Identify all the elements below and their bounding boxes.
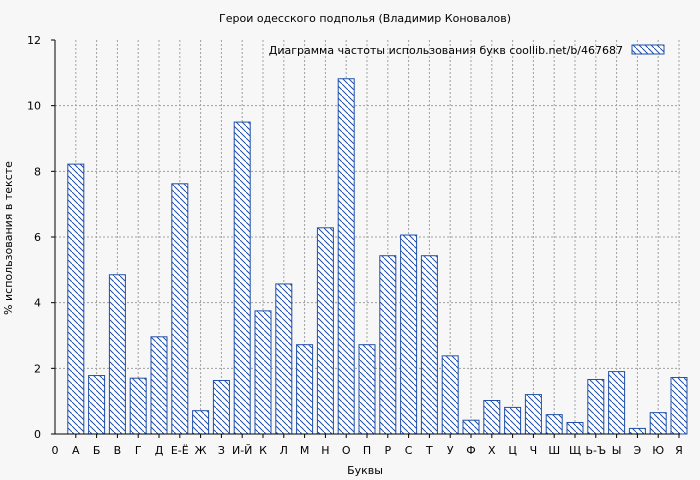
bar-Н bbox=[316, 227, 334, 435]
x-tick-label: Ц bbox=[508, 444, 517, 457]
x-tick-label: Г bbox=[135, 444, 142, 457]
bar-Х bbox=[483, 400, 501, 435]
x-tick-label: Н bbox=[321, 444, 329, 457]
bar-Ш bbox=[545, 414, 563, 435]
y-axis-label: % использования в тексте bbox=[2, 161, 15, 315]
chart-title: Герои одесского подполья (Владимир Конов… bbox=[219, 12, 511, 25]
bar-П bbox=[358, 344, 376, 435]
legend-swatch bbox=[631, 44, 665, 55]
x-tick-label: Щ bbox=[569, 444, 581, 457]
x-tick-label: З bbox=[218, 444, 225, 457]
bar-Ч bbox=[524, 394, 542, 435]
bar-И-Й bbox=[233, 121, 251, 435]
legend: Диаграмма частоты использования букв coo… bbox=[269, 44, 665, 57]
y-tick-label: 4 bbox=[34, 297, 41, 310]
x-tick-label: С bbox=[405, 444, 413, 457]
bar-Г bbox=[129, 377, 147, 435]
x-tick-label: П bbox=[363, 444, 371, 457]
bar-С bbox=[400, 234, 418, 435]
y-tick-label: 0 bbox=[34, 428, 41, 441]
y-tick-label: 2 bbox=[34, 362, 41, 375]
bar-З bbox=[212, 379, 230, 435]
bar-У bbox=[441, 355, 459, 435]
bar-М bbox=[296, 344, 314, 435]
x-tick-label: Б bbox=[93, 444, 101, 457]
x-tick-label: Ч bbox=[530, 444, 538, 457]
y-tick-label: 12 bbox=[27, 34, 41, 47]
x-axis-label: Буквы bbox=[347, 464, 383, 477]
y-tick-label: 8 bbox=[34, 165, 41, 178]
y-tick-label: 6 bbox=[34, 231, 41, 244]
bar-Э bbox=[628, 427, 646, 435]
x-tick-label: У bbox=[447, 444, 454, 457]
bar-В bbox=[108, 274, 126, 435]
bar-Ж bbox=[192, 410, 210, 435]
x-tick-label: Ы bbox=[612, 444, 622, 457]
x-tick-label: Л bbox=[280, 444, 288, 457]
x-tick-label: Т bbox=[425, 444, 433, 457]
bar-Ь-Ъ bbox=[587, 378, 605, 435]
x-tick-label: В bbox=[114, 444, 122, 457]
x-tick-label: К bbox=[259, 444, 267, 457]
x-tick-label: Х bbox=[488, 444, 496, 457]
bar-Я bbox=[670, 377, 688, 435]
bar-Р bbox=[379, 255, 397, 435]
x-tick-label: Д bbox=[155, 444, 164, 457]
bar-О bbox=[337, 78, 355, 435]
bar-Ф bbox=[462, 419, 480, 435]
bar-Л bbox=[275, 283, 293, 435]
x-tick-label: Ш bbox=[548, 444, 560, 457]
bar-Ю bbox=[649, 412, 667, 435]
bar-Щ bbox=[566, 422, 584, 435]
x-tick-label: М bbox=[300, 444, 310, 457]
bar-Ц bbox=[504, 406, 522, 435]
bars-group bbox=[67, 78, 688, 435]
x-tick-label: Р bbox=[384, 444, 391, 457]
legend-label: Диаграмма частоты использования букв coo… bbox=[269, 44, 623, 57]
x-tick-label: Ф bbox=[466, 444, 475, 457]
x-tick-label: Ь-Ъ bbox=[585, 444, 606, 457]
bar-К bbox=[254, 310, 272, 435]
bar-Б bbox=[88, 375, 106, 435]
bar-Д bbox=[150, 336, 168, 435]
x-tick-label: Е-Ё bbox=[171, 444, 189, 457]
x-tick-label: Ж bbox=[195, 444, 207, 457]
x-tick-label: Ю bbox=[652, 444, 664, 457]
bar-А bbox=[67, 163, 85, 435]
y-tick-label: 10 bbox=[27, 100, 41, 113]
x-tick-label: И-Й bbox=[232, 444, 252, 457]
x-tick-label: Э bbox=[634, 444, 642, 457]
x-tick-label: О bbox=[342, 444, 351, 457]
bar-Е-Ё bbox=[171, 183, 189, 435]
bar-Т bbox=[420, 255, 438, 435]
x-tick-label: 0 bbox=[52, 444, 59, 457]
x-tick-label: Я bbox=[675, 444, 683, 457]
bar-Ы bbox=[608, 371, 626, 435]
x-tick-label: А bbox=[72, 444, 80, 457]
